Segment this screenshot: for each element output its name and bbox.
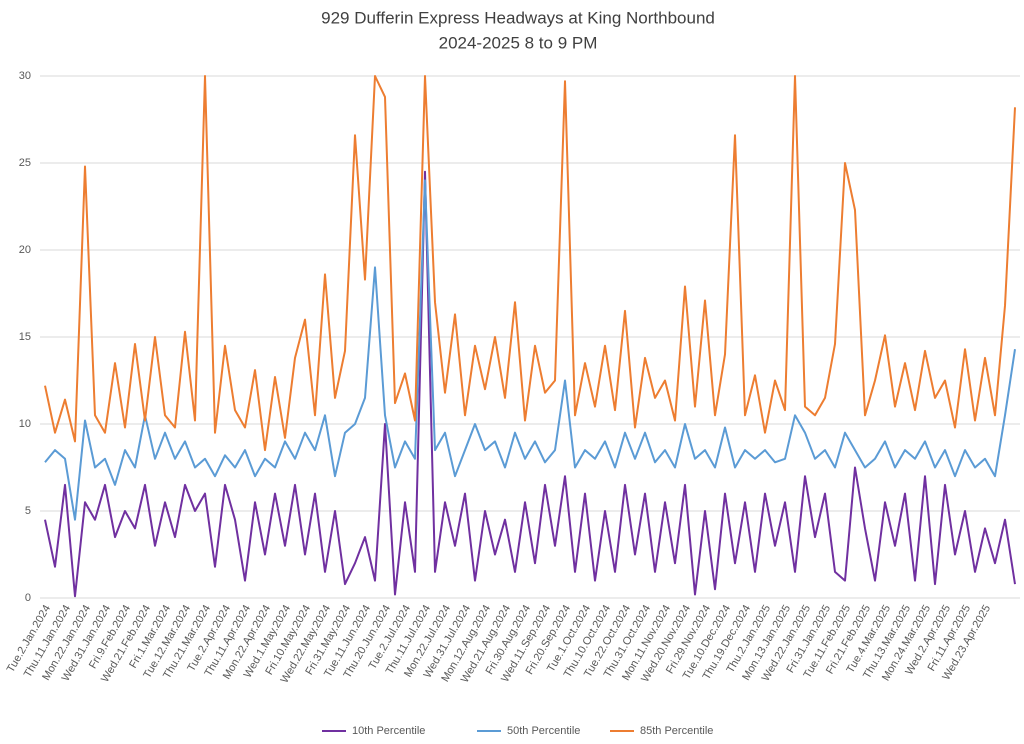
chart-title: 929 Dufferin Express Headways at King No… (321, 8, 715, 27)
y-tick-label: 10 (19, 418, 31, 430)
series-line (44, 179, 1016, 521)
y-tick-label: 15 (19, 331, 31, 343)
y-tick-label: 20 (19, 244, 31, 256)
y-tick-label: 5 (25, 505, 31, 517)
y-tick-label: 0 (25, 592, 31, 604)
legend-label: 50th Percentile (507, 725, 580, 737)
y-tick-label: 30 (19, 70, 31, 82)
series-line (44, 75, 1016, 452)
y-tick-label: 25 (19, 157, 31, 169)
legend-label: 10th Percentile (352, 725, 425, 737)
plot-area (44, 75, 1016, 598)
legend-label: 85th Percentile (640, 725, 713, 737)
chart-subtitle: 2024-2025 8 to 9 PM (439, 33, 598, 52)
series-line (44, 170, 1016, 598)
